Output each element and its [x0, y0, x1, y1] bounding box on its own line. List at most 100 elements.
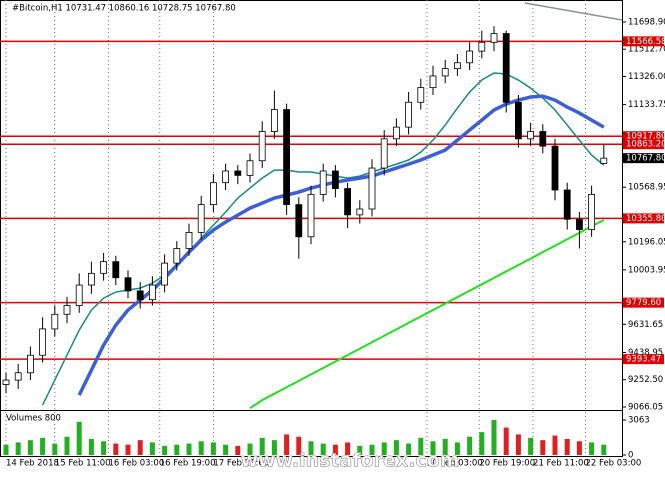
level-label: 11566.58 — [626, 37, 665, 47]
level-label-box — [623, 213, 664, 224]
volume-bar — [503, 427, 509, 455]
volume-bar — [235, 445, 241, 455]
candle-body — [539, 131, 547, 147]
candle-body — [185, 232, 193, 249]
candle-body — [161, 262, 169, 286]
candle-body — [319, 170, 327, 195]
x-tick-label: 20 Feb 19:00 — [479, 459, 535, 469]
volume-bar — [345, 442, 351, 455]
candle-body — [600, 157, 608, 164]
volume-bar — [332, 444, 338, 455]
volume-bar — [186, 443, 192, 455]
candle-body — [26, 354, 34, 374]
candle-body — [527, 131, 534, 140]
level-label-box — [623, 354, 664, 365]
x-tick-label: 15 Feb 11:00 — [55, 459, 111, 469]
candle-body — [283, 109, 291, 206]
watermark: www.instaforex.com — [240, 450, 459, 472]
volume-bar — [467, 436, 473, 455]
volume-bar — [296, 436, 302, 455]
candle-body — [380, 138, 388, 169]
candle-body — [356, 208, 364, 216]
volume-bar — [601, 444, 607, 455]
volume-bar — [198, 441, 204, 455]
frame — [0, 0, 623, 457]
volume-bar — [210, 442, 216, 455]
volume-bar — [406, 443, 412, 455]
volume-bar — [52, 443, 58, 455]
volume-bar — [149, 442, 155, 455]
level-label: 10863.20 — [626, 140, 665, 150]
volume-bar — [223, 444, 229, 455]
candle-body — [563, 189, 571, 220]
volume-bar — [88, 439, 94, 455]
trend-line — [524, 2, 623, 21]
candle-body — [136, 290, 144, 301]
candle-body — [100, 261, 107, 274]
volume-bar — [101, 441, 107, 455]
candle-body — [588, 193, 595, 230]
candle-body — [148, 284, 156, 301]
candle-body — [124, 277, 132, 292]
volume-bar — [418, 437, 424, 455]
candle-body — [270, 109, 278, 132]
volume-bar — [552, 435, 558, 455]
candle-body — [576, 218, 583, 230]
volume-bar — [393, 440, 399, 455]
candle-body — [417, 87, 425, 103]
volume-bar — [528, 437, 534, 455]
candle-body — [478, 41, 486, 52]
volume-bar — [479, 432, 485, 455]
volume-bar — [430, 441, 436, 455]
volume-bar — [564, 439, 570, 455]
last-price-box — [623, 153, 664, 164]
volume-bar — [589, 442, 595, 455]
volume-bar — [540, 440, 546, 455]
candle-body — [551, 145, 559, 191]
candle-body — [2, 379, 10, 385]
candle-body — [209, 182, 217, 206]
volume-bar — [357, 445, 363, 455]
candle-body — [344, 188, 352, 216]
volume-bar — [76, 421, 82, 455]
volume-bar — [320, 443, 326, 455]
y-tick-label: 9252.50 — [628, 375, 663, 385]
volume-bar — [162, 445, 168, 455]
volume-bar — [40, 437, 46, 455]
volume-tick-label: 0 — [628, 451, 633, 461]
x-tick-label: 16 Feb 19:00 — [160, 459, 216, 469]
y-tick-label: 10003.95 — [628, 265, 665, 275]
level-label-box — [623, 131, 664, 142]
volume-bar — [491, 420, 497, 455]
volume-bar — [576, 441, 582, 455]
volume-bar — [515, 434, 521, 455]
volume-bar — [454, 442, 460, 455]
volume-bar — [381, 442, 387, 455]
level-label-box — [623, 297, 664, 308]
volume-bar — [125, 444, 131, 455]
x-tick-label: 16 Feb 03:00 — [108, 459, 164, 469]
candle-body — [112, 261, 120, 279]
candle-body — [234, 170, 242, 176]
y-tick-label: 11326.00 — [628, 72, 665, 82]
moving-average — [249, 219, 605, 410]
volume-bar — [137, 440, 143, 455]
y-tick-label: 11698.90 — [628, 17, 665, 27]
volume-tick-label: 3063 — [628, 416, 650, 426]
volume-bar — [284, 434, 290, 455]
volume-bar — [174, 444, 180, 455]
y-tick-label: 11133.75 — [628, 100, 665, 110]
candle-body — [405, 101, 413, 128]
volume-bar — [308, 441, 314, 455]
candle-body — [441, 68, 449, 77]
level-label: 10355.80 — [626, 214, 665, 224]
x-tick-label: 14 Feb 2018 — [6, 459, 59, 469]
y-tick-label: 9066.05 — [628, 402, 663, 412]
y-tick-label: 10196.05 — [628, 237, 665, 247]
level-label: 10917.80 — [626, 132, 665, 142]
volume-bar — [3, 444, 9, 455]
volume-bar — [442, 439, 448, 455]
candle-body — [39, 328, 46, 356]
level-label: 9393.47 — [626, 355, 661, 365]
